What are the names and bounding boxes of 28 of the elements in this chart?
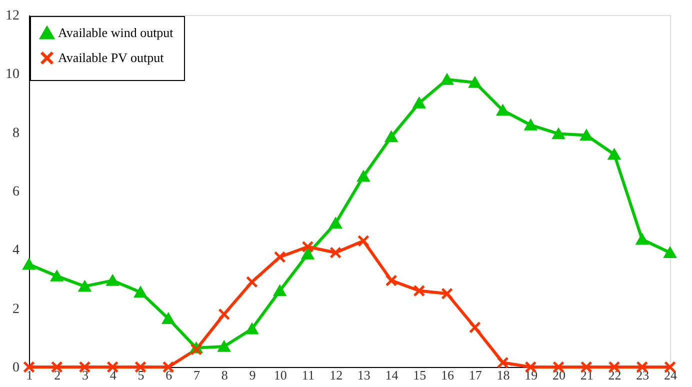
x-tick-label: 5 [138, 368, 144, 382]
x-tick-label: 3 [82, 368, 88, 382]
x-tick-label: 17 [468, 368, 482, 382]
y-tick-label: 6 [12, 184, 20, 200]
x-tick-label: 14 [385, 368, 399, 382]
y-tick-label: 2 [12, 302, 20, 317]
x-tick-label: 11 [302, 368, 314, 382]
x-tick-label: 7 [193, 368, 200, 382]
y-tick-label: 0 [12, 360, 20, 376]
y-tick-label: 10 [6, 67, 20, 82]
x-tick-label: 6 [166, 368, 173, 382]
x-tick-label: 18 [496, 368, 510, 382]
y-tick-label: 8 [12, 126, 20, 141]
x-tick-label: 9 [249, 368, 256, 382]
x-tick-label: 4 [110, 368, 117, 382]
x-tick-label: 2 [54, 368, 61, 382]
x-tick-label: 24 [664, 368, 678, 382]
x-tick-label: 1 [26, 368, 33, 382]
x-tick-label: 13 [357, 368, 370, 382]
legend-label: Available wind output [58, 25, 174, 40]
legend-label: Available PV output [58, 50, 164, 65]
x-tick-label: 12 [330, 368, 343, 382]
x-tick-label: 10 [274, 368, 287, 382]
x-tick-label: 8 [221, 368, 228, 382]
y-tick-label: 12 [6, 8, 20, 24]
x-tick-label: 15 [413, 368, 426, 382]
y-tick-label: 4 [12, 243, 20, 258]
x-tick-label: 16 [441, 368, 455, 382]
